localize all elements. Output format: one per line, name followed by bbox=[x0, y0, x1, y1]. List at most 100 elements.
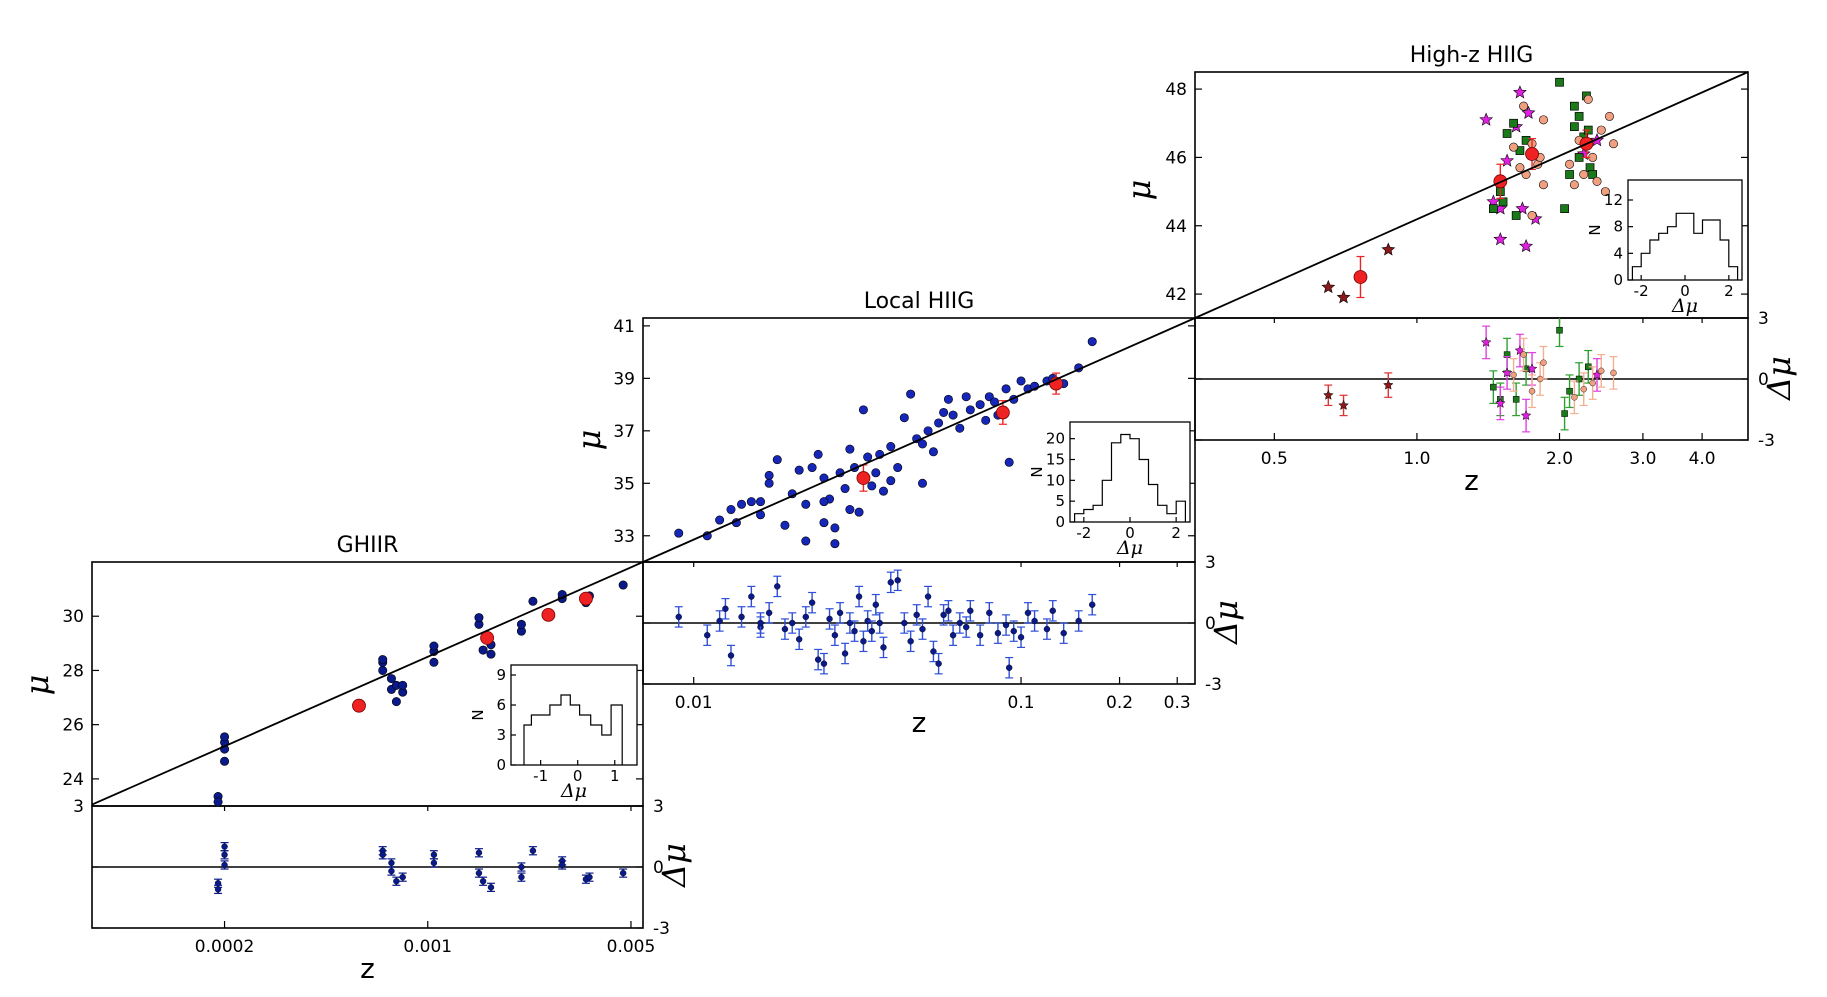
inset-frame bbox=[510, 664, 638, 766]
data-point bbox=[715, 515, 725, 525]
residual-axis-label: Δμ bbox=[1760, 356, 1798, 402]
data-point bbox=[737, 499, 747, 509]
data-point bbox=[352, 698, 366, 713]
residual-scatter bbox=[1322, 318, 1618, 433]
data-point bbox=[906, 389, 916, 399]
inset-y-label: N bbox=[469, 709, 487, 720]
data-point bbox=[1521, 105, 1536, 119]
residual-point bbox=[919, 625, 926, 633]
data-point bbox=[1500, 153, 1515, 167]
residual-point bbox=[1520, 409, 1532, 421]
data-point bbox=[886, 442, 896, 452]
data-point bbox=[1565, 159, 1575, 169]
data-point bbox=[1336, 290, 1351, 304]
residual-point bbox=[214, 886, 222, 893]
data-point bbox=[955, 423, 965, 433]
left-extra-tick-label: 3 bbox=[73, 797, 84, 817]
y-tick-label: 33 bbox=[613, 527, 635, 547]
residual-point bbox=[956, 619, 963, 627]
residual-point bbox=[1017, 634, 1025, 641]
panel-1: Local HIIG 33 35 37 39 41 3 0 -3 0.01 0.1 0.2 0.3 z μ Δ… bbox=[570, 289, 1245, 739]
residual-point bbox=[894, 577, 901, 584]
residual-point bbox=[430, 851, 438, 858]
data-point bbox=[943, 394, 953, 404]
residual-point bbox=[1512, 396, 1520, 403]
data-point bbox=[579, 591, 593, 606]
residual-point bbox=[976, 632, 984, 639]
residual-point bbox=[430, 859, 438, 867]
residual-point bbox=[1540, 359, 1547, 366]
inset-y-label: N bbox=[1028, 466, 1046, 477]
residual-point bbox=[808, 599, 816, 606]
residual-scatter bbox=[214, 841, 628, 895]
inset-x-label: Δμ bbox=[1116, 537, 1143, 559]
data-point bbox=[1527, 211, 1537, 221]
residual-point bbox=[727, 652, 735, 659]
data-point bbox=[794, 465, 804, 475]
residual-point bbox=[1556, 326, 1563, 334]
data-point bbox=[618, 580, 628, 590]
data-point bbox=[1569, 180, 1579, 190]
inset-x-tick-label: -1 bbox=[533, 767, 548, 785]
inset-y-tick-label: 5 bbox=[1055, 492, 1065, 510]
inset-x-label: Δμ bbox=[1671, 295, 1698, 317]
data-point bbox=[1519, 101, 1529, 111]
residual-point bbox=[1528, 388, 1536, 395]
data-point bbox=[1608, 139, 1618, 149]
residual-point bbox=[774, 583, 781, 590]
residual-point bbox=[860, 638, 867, 645]
residual-point bbox=[1494, 397, 1506, 408]
residual-point bbox=[1338, 399, 1349, 411]
residual-point bbox=[913, 611, 920, 619]
residual-point bbox=[831, 632, 839, 639]
residual-point bbox=[826, 615, 833, 623]
x-tick-label: 0.1 bbox=[1008, 693, 1035, 713]
data-point bbox=[1583, 94, 1593, 104]
data-point bbox=[1509, 142, 1519, 152]
data-point bbox=[995, 405, 1010, 420]
y-tick-label: 42 bbox=[1165, 285, 1187, 305]
x-tick-label: 0.0002 bbox=[195, 937, 254, 957]
x-axis-label: z bbox=[1464, 464, 1479, 497]
x-tick-label: 1.0 bbox=[1403, 449, 1430, 469]
data-point bbox=[981, 415, 991, 425]
residual-point bbox=[1382, 379, 1394, 390]
data-point bbox=[746, 497, 756, 507]
inset-histogram: -1 0 1 0 3 6 9 Δμ N bbox=[469, 664, 638, 802]
data-point bbox=[1519, 239, 1534, 253]
residual-point bbox=[820, 660, 828, 667]
data-point bbox=[840, 484, 850, 494]
data-point bbox=[1087, 337, 1097, 347]
main-scatter bbox=[1321, 77, 1618, 304]
residual-point bbox=[487, 884, 495, 891]
y-tick-label: 24 bbox=[62, 770, 84, 790]
data-point bbox=[1570, 101, 1579, 111]
residual-point bbox=[1520, 351, 1527, 358]
data-point bbox=[1515, 163, 1525, 173]
data-point bbox=[928, 447, 938, 457]
residual-point bbox=[1501, 367, 1513, 378]
data-point bbox=[780, 520, 790, 530]
data-point bbox=[528, 596, 538, 606]
data-point bbox=[486, 649, 496, 659]
data-point bbox=[1538, 115, 1548, 125]
residual-point bbox=[379, 851, 386, 858]
residual-point bbox=[994, 629, 1002, 637]
inset-y-tick-label: 15 bbox=[1046, 451, 1065, 469]
residual-point bbox=[1010, 627, 1017, 635]
residual-point bbox=[880, 644, 887, 651]
data-point bbox=[220, 732, 230, 742]
data-point bbox=[386, 674, 396, 684]
data-point bbox=[801, 536, 811, 546]
residual-point bbox=[1566, 387, 1573, 395]
y-tick-label: 35 bbox=[613, 474, 635, 494]
inset-y-tick-label: 4 bbox=[1613, 244, 1623, 262]
data-point bbox=[854, 507, 864, 517]
residual-axis-label: Δμ bbox=[655, 843, 693, 889]
y-tick-label: 30 bbox=[62, 607, 84, 627]
resid-tick-label: 3 bbox=[1758, 309, 1769, 329]
inset-x-label: Δμ bbox=[560, 780, 587, 802]
x-tick-label: 0.01 bbox=[675, 693, 713, 713]
residual-point bbox=[940, 611, 947, 619]
x-tick-label: 0.3 bbox=[1164, 693, 1191, 713]
